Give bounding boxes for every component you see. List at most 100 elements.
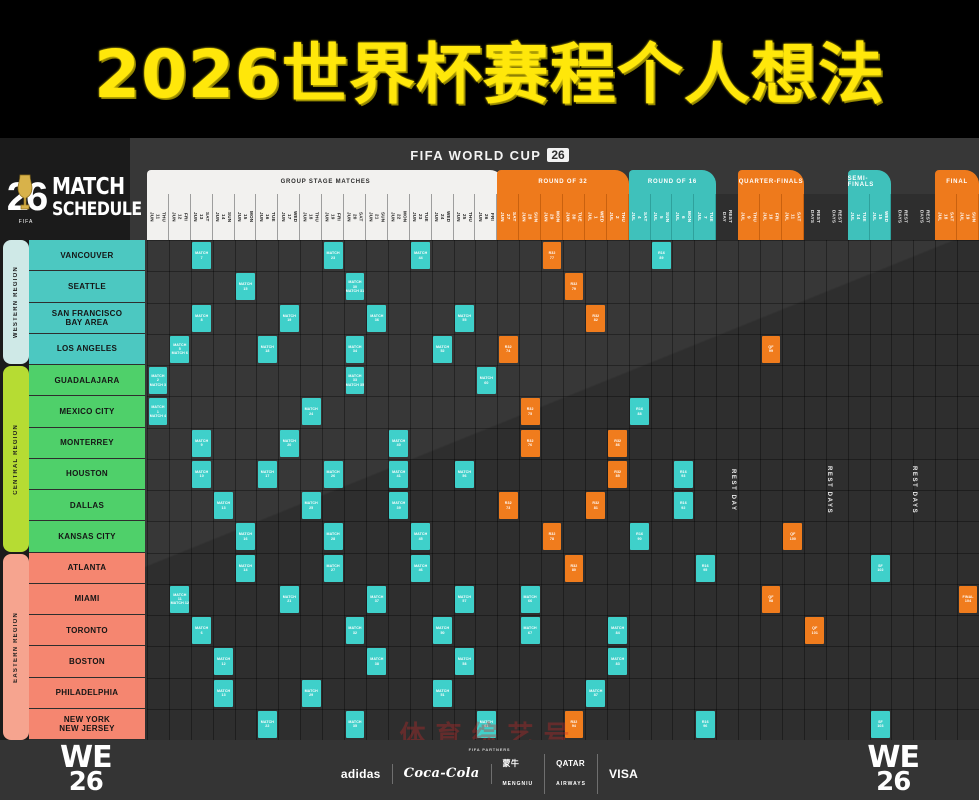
- date-column[interactable]: TUE 30 JUN: [563, 194, 585, 240]
- match-cell[interactable]: MATCH 44: [411, 242, 431, 269]
- date-column[interactable]: TUE 16 JUN: [256, 194, 279, 240]
- match-cell[interactable]: MATCH 37: [367, 585, 387, 613]
- match-cell[interactable]: R16 93: [673, 460, 693, 488]
- match-cell[interactable]: MATCH 41: [389, 460, 409, 488]
- date-column[interactable]: WED 17 JUN: [278, 194, 301, 240]
- match-cell[interactable]: MATCH 13: [214, 492, 234, 519]
- match-cell[interactable]: MATCH 2 MATCH 3: [148, 367, 168, 394]
- city-row-label[interactable]: MONTERREY: [29, 427, 145, 459]
- match-cell[interactable]: MATCH 1 MATCH 4: [148, 398, 168, 426]
- city-row-label[interactable]: SEATTLE: [29, 271, 145, 303]
- match-cell[interactable]: R16 89: [652, 242, 671, 269]
- date-column[interactable]: WED 1 JUL: [584, 194, 607, 240]
- match-cell[interactable]: MATCH 23: [323, 242, 343, 269]
- date-column[interactable]: FRI 10 JUL: [760, 194, 782, 240]
- match-cell[interactable]: MATCH 39: [389, 492, 409, 519]
- match-cell[interactable]: R32 82: [586, 304, 606, 332]
- date-column[interactable]: SAT 20 JUN: [344, 194, 366, 240]
- match-cell[interactable]: R16 95: [695, 554, 715, 582]
- match-cell[interactable]: MATCH 28: [323, 523, 343, 551]
- city-row-label[interactable]: SAN FRANCISCO BAY AREA: [29, 302, 145, 334]
- match-cell[interactable]: MATCH 9: [192, 429, 212, 457]
- match-cell[interactable]: MATCH 19: [279, 304, 299, 332]
- date-column[interactable]: SAT 11 JUL: [781, 194, 804, 240]
- match-cell[interactable]: MATCH 25: [301, 492, 321, 519]
- match-cell[interactable]: R16 90: [630, 523, 650, 551]
- match-cell[interactable]: MATCH 61: [476, 710, 496, 738]
- match-cell[interactable]: SF 103: [871, 710, 890, 738]
- match-cell[interactable]: MATCH 14: [236, 554, 255, 582]
- date-column[interactable]: SUN 19 JUL: [957, 194, 979, 240]
- match-cell[interactable]: MATCH 34: [345, 335, 365, 363]
- match-cell[interactable]: MATCH 6: [192, 617, 212, 644]
- match-cell[interactable]: MATCH 45: [411, 523, 431, 551]
- date-column[interactable]: SAT 13 JUN: [190, 194, 213, 240]
- match-cell[interactable]: MATCH 51: [433, 679, 453, 707]
- match-cell[interactable]: MATCH 27: [323, 554, 343, 582]
- match-cell[interactable]: MATCH 36: [367, 304, 387, 332]
- city-row-label[interactable]: MIAMI: [29, 583, 145, 615]
- match-cell[interactable]: MATCH 29: [301, 679, 321, 707]
- city-row-label[interactable]: VANCOUVER: [29, 240, 145, 272]
- city-row-label[interactable]: MEXICO CITY: [29, 396, 145, 428]
- city-row-label[interactable]: LOS ANGELES: [29, 333, 145, 365]
- date-column[interactable]: TUE 23 JUN: [409, 194, 432, 240]
- city-row-label[interactable]: BOSTON: [29, 646, 145, 678]
- date-column[interactable]: FRI 19 JUN: [322, 194, 345, 240]
- match-cell[interactable]: MATCH 30 MATCH 31: [345, 273, 365, 301]
- match-cell[interactable]: MATCH 17: [257, 460, 277, 488]
- match-cell[interactable]: MATCH 84: [608, 617, 628, 644]
- match-cell[interactable]: R16 88: [630, 398, 650, 426]
- date-column[interactable]: THU 18 JUN: [300, 194, 323, 240]
- match-cell[interactable]: QF 99: [761, 335, 781, 363]
- match-cell[interactable]: MATCH 50: [433, 617, 453, 644]
- match-cell[interactable]: R32 85: [608, 460, 628, 488]
- city-row-label[interactable]: ATLANTA: [29, 552, 145, 584]
- match-cell[interactable]: MATCH 32: [345, 617, 365, 644]
- match-cell[interactable]: SF 102: [871, 554, 890, 582]
- match-cell[interactable]: MATCH 11 MATCH 12: [170, 585, 190, 613]
- date-column[interactable]: SAT 4 JUL: [628, 194, 651, 240]
- match-cell[interactable]: MATCH 7: [192, 242, 212, 269]
- match-cell[interactable]: R16 92: [673, 492, 693, 519]
- city-row-label[interactable]: PHILADELPHIA: [29, 677, 145, 709]
- match-cell[interactable]: MATCH 20: [279, 429, 299, 457]
- date-column[interactable]: REST DAYS: [825, 194, 848, 240]
- date-column[interactable]: TUE 7 JUL: [694, 194, 717, 240]
- date-column[interactable]: MON 6 JUL: [672, 194, 695, 240]
- date-column[interactable]: TUE 14 JUL: [847, 194, 870, 240]
- match-cell[interactable]: MATCH 12: [214, 648, 234, 676]
- match-cell[interactable]: MATCH 52: [433, 335, 453, 363]
- date-column[interactable]: THU 9 JUL: [738, 194, 761, 240]
- date-column[interactable]: MON 22 JUN: [387, 194, 410, 240]
- match-cell[interactable]: MATCH 35: [345, 710, 365, 738]
- date-column[interactable]: THU 2 JUL: [606, 194, 629, 240]
- match-cell[interactable]: FINAL 104: [958, 585, 978, 613]
- match-cell[interactable]: MATCH 40: [389, 429, 409, 457]
- match-cell[interactable]: R32 74: [498, 335, 518, 363]
- date-column[interactable]: SAT 18 JUL: [935, 194, 958, 240]
- match-cell[interactable]: QF 100: [783, 523, 803, 551]
- match-cell[interactable]: MATCH 18: [257, 335, 277, 363]
- match-cell[interactable]: MATCH 22: [257, 710, 277, 738]
- match-cell[interactable]: R32 77: [542, 242, 562, 269]
- match-cell[interactable]: R16 96: [695, 710, 715, 738]
- match-cell[interactable]: R32 81: [586, 492, 606, 519]
- match-cell[interactable]: MATCH 46: [411, 554, 431, 582]
- match-cell[interactable]: MATCH 24: [301, 398, 321, 426]
- date-column[interactable]: MON 29 JUN: [541, 194, 563, 240]
- match-cell[interactable]: R32 76: [520, 429, 540, 457]
- match-cell[interactable]: R32 79: [564, 273, 584, 301]
- match-cell[interactable]: MATCH 66: [520, 585, 540, 613]
- match-cell[interactable]: MATCH 26: [323, 460, 343, 488]
- match-cell[interactable]: MATCH 5 MATCH 6: [170, 335, 190, 363]
- match-cell[interactable]: R32 86: [608, 429, 628, 457]
- date-column[interactable]: THU 11 JUN: [147, 194, 169, 240]
- date-column[interactable]: WED 24 JUN: [431, 194, 454, 240]
- match-cell[interactable]: MATCH 87: [586, 679, 606, 707]
- match-cell[interactable]: QF 101: [805, 617, 825, 644]
- match-cell[interactable]: MATCH 33 MATCH 35: [345, 367, 365, 394]
- match-cell[interactable]: R32 80: [564, 554, 584, 582]
- city-row-label[interactable]: TORONTO: [29, 615, 145, 647]
- match-cell[interactable]: MATCH 21: [279, 585, 299, 613]
